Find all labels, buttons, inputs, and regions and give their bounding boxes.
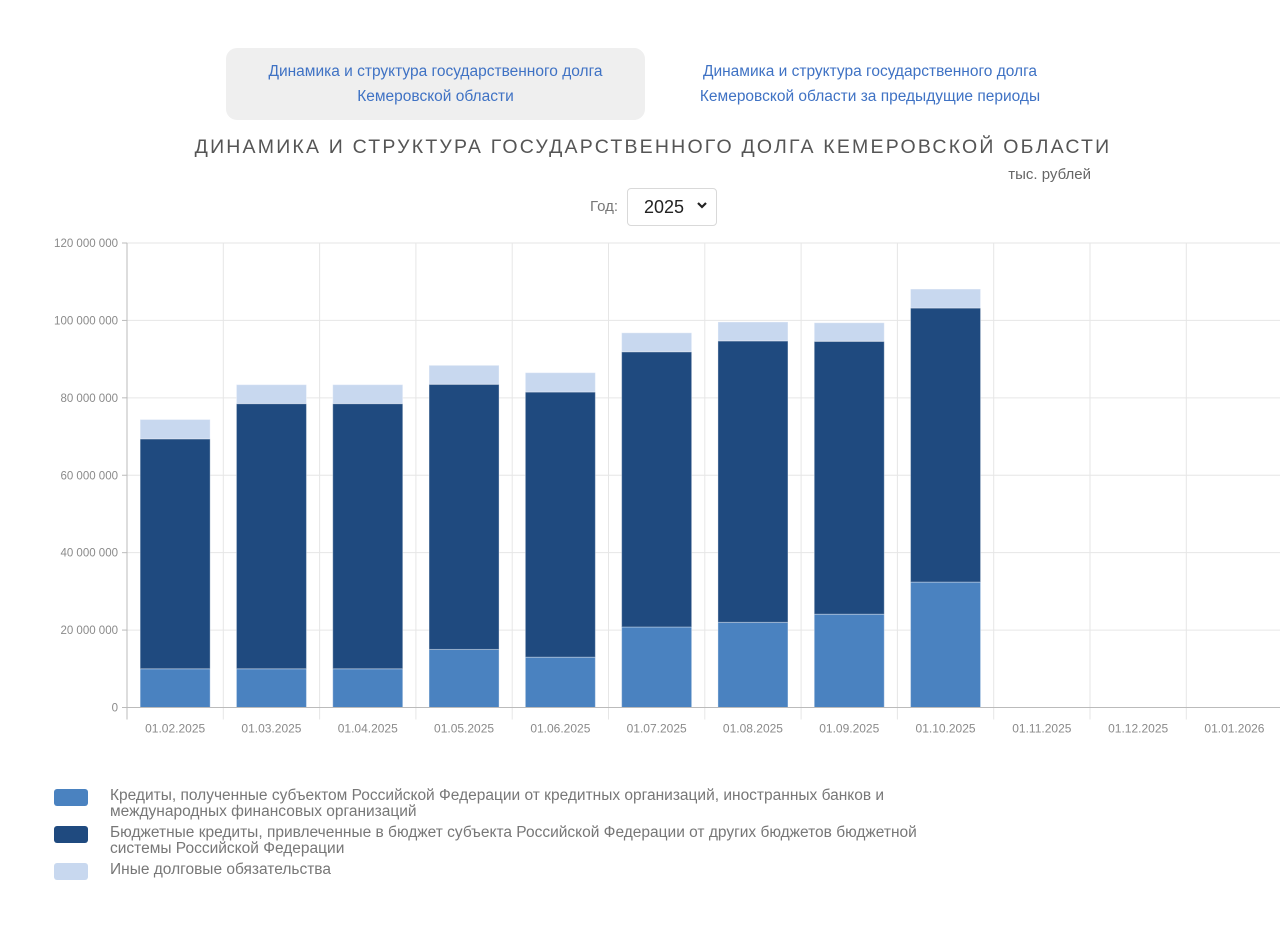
tab-previous-periods[interactable]: Динамика и структура государственного до… [660, 48, 1080, 120]
bar-segment-series-2 [813, 340, 885, 615]
bar-segment-series-3 [813, 322, 885, 342]
bar-segment-series-1 [621, 626, 693, 708]
x-tick-label: 01.02.2025 [145, 722, 205, 736]
bar-segment-series-3 [235, 384, 307, 405]
bar-segment-series-1 [332, 668, 404, 708]
x-tick-label: 01.10.2025 [916, 722, 976, 736]
y-tick-label: 120 000 000 [54, 238, 118, 250]
bar-segment-series-2 [332, 403, 404, 670]
chevron-down-icon [697, 202, 707, 209]
legend-label-line2: системы Российской Федерации [110, 840, 345, 857]
bar-segment-series-2 [235, 403, 307, 670]
bar-segment-series-1 [235, 668, 307, 708]
x-tick-label: 01.09.2025 [819, 722, 879, 736]
x-tick-label: 01.08.2025 [723, 722, 783, 736]
x-tick-label: 01.03.2025 [241, 722, 301, 736]
bar-segment-series-3 [621, 332, 693, 353]
legend-swatch-bank-credits [54, 789, 88, 806]
bar-segment-series-1 [717, 621, 789, 709]
year-label: Год: [590, 198, 619, 215]
legend-swatch-other-obligations [54, 863, 88, 880]
bar-segment-series-2 [910, 307, 982, 583]
legend-label-line1: Иные долговые обязательства [110, 861, 331, 878]
bar-segment-series-2 [621, 351, 693, 628]
bar-segment-series-3 [428, 364, 500, 385]
x-tick-label: 01.06.2025 [530, 722, 590, 736]
legend-swatch-budget-credits [54, 826, 88, 843]
legend-label: Иные долговые обязательства [110, 862, 1050, 878]
units-label: тыс. рублей [1008, 166, 1091, 183]
y-tick-label: 100 000 000 [54, 315, 118, 327]
bar-segment-series-1 [139, 668, 211, 708]
legend-item-other-obligations[interactable]: Иные долговые обязательства [54, 862, 1054, 880]
tab-label-line1: Динамика и структура государственного до… [702, 63, 1038, 80]
year-select[interactable]: 2025 [627, 188, 717, 226]
bar-segment-series-3 [717, 321, 789, 342]
bar-segment-series-2 [717, 340, 789, 623]
tab-label-line1: Динамика и структура государственного до… [268, 63, 603, 80]
x-tick-label: 01.12.2025 [1108, 722, 1168, 736]
legend-label: Бюджетные кредиты, привлеченные в бюджет… [110, 825, 1050, 857]
y-tick-label: 0 [112, 703, 118, 715]
x-tick-label: 01.01.2026 [1204, 722, 1264, 736]
y-tick-label: 40 000 000 [60, 548, 118, 560]
stacked-bar-chart: 0 20 000 000 40 000 000 60 000 000 80 000 00… [54, 238, 1280, 736]
bar-segment-series-2 [139, 438, 211, 670]
bar-segment-series-1 [910, 581, 982, 708]
legend-label-line1: Кредиты, полученные субъектом Российской… [110, 787, 885, 804]
tab-label-line2: Кемеровской области за предыдущие период… [699, 88, 1041, 105]
bar-segment-series-3 [910, 288, 982, 309]
x-tick-label: 01.07.2025 [627, 722, 687, 736]
legend-item-budget-credits[interactable]: Бюджетные кредиты, привлеченные в бюджет… [54, 825, 1054, 857]
legend-label: Кредиты, полученные субъектом Российской… [110, 788, 1050, 820]
tab-label-line2: Кемеровской области [357, 88, 514, 105]
legend-label-line1: Бюджетные кредиты, привлеченные в бюджет… [110, 824, 917, 841]
bar-segment-series-3 [524, 372, 596, 393]
bar-segment-series-1 [813, 613, 885, 709]
x-tick-label: 01.11.2025 [1012, 722, 1071, 736]
chart-legend: Кредиты, полученные субъектом Российской… [54, 788, 1054, 885]
x-tick-label: 01.04.2025 [338, 722, 398, 736]
tab-current-debt[interactable]: Динамика и структура государственного до… [226, 48, 645, 120]
bar-segment-series-3 [332, 384, 404, 405]
legend-item-bank-credits[interactable]: Кредиты, полученные субъектом Российской… [54, 788, 1054, 820]
y-tick-label: 20 000 000 [60, 625, 118, 637]
year-selected-value: 2025 [644, 196, 685, 217]
legend-label-line2: международных финансовых организаций [110, 803, 417, 820]
y-tick-label: 60 000 000 [60, 470, 118, 482]
chart-title: ДИНАМИКА И СТРУКТУРА ГОСУДАРСТВЕННОГО ДО… [194, 136, 1112, 158]
bar-segment-series-1 [428, 648, 500, 708]
bar-segment-series-2 [524, 391, 596, 658]
x-tick-label: 01.05.2025 [434, 722, 494, 736]
y-tick-label: 80 000 000 [60, 393, 118, 405]
bar-segment-series-3 [139, 419, 211, 440]
tab-label: Динамика и структура государственного до… [268, 59, 602, 109]
bar-segment-series-1 [524, 656, 596, 709]
bar-segment-series-2 [428, 383, 500, 650]
tab-label: Динамика и структура государственного до… [700, 59, 1040, 109]
